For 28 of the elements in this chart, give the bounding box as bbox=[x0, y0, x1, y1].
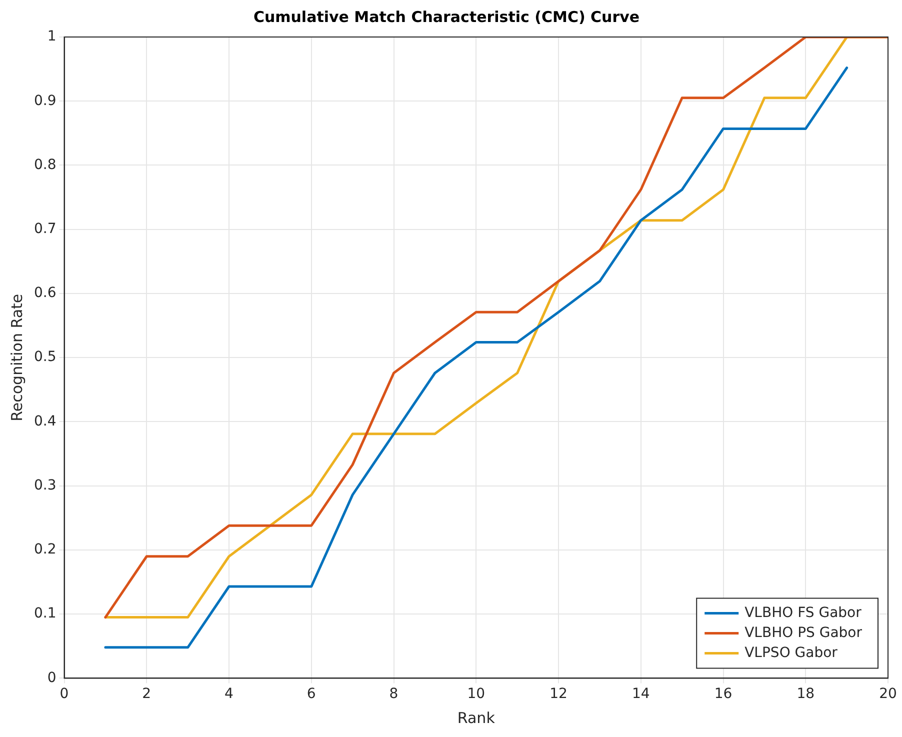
y-tick-label: 0.8 bbox=[34, 156, 56, 173]
y-tick-label: 0 bbox=[47, 670, 56, 686]
y-tick-label: 0.7 bbox=[34, 221, 56, 237]
x-tick-label: 2 bbox=[142, 686, 152, 702]
y-axis-title: Recognition Rate bbox=[8, 294, 26, 422]
x-tick-label: 4 bbox=[224, 686, 234, 702]
y-tick-label: 0.1 bbox=[34, 606, 56, 622]
y-tick-label: 1 bbox=[47, 28, 56, 45]
legend-label: VLBHO FS Gabor bbox=[744, 604, 862, 621]
x-tick-label: 14 bbox=[632, 686, 650, 702]
y-tick-label: 0.4 bbox=[34, 413, 56, 430]
legend-label: VLPSO Gabor bbox=[744, 644, 838, 661]
x-tick-label: 0 bbox=[60, 686, 69, 702]
x-tick-label: 20 bbox=[879, 686, 897, 702]
x-tick-label: 10 bbox=[467, 686, 486, 702]
x-tick-label: 8 bbox=[389, 686, 398, 702]
x-tick-label: 16 bbox=[714, 686, 732, 702]
x-tick-label: 12 bbox=[550, 686, 568, 702]
y-tick-label: 0.9 bbox=[34, 92, 56, 109]
y-tick-label: 0.2 bbox=[34, 542, 56, 558]
y-tick-label: 0.3 bbox=[34, 477, 56, 494]
x-tick-label: 6 bbox=[306, 686, 316, 702]
y-tick-label: 0.6 bbox=[34, 285, 56, 302]
chart-title: Cumulative Match Characteristic (CMC) Curve bbox=[253, 8, 640, 26]
y-tick-label: 0.5 bbox=[34, 349, 56, 366]
legend-label: VLBHO PS Gabor bbox=[744, 624, 862, 641]
x-tick-label: 18 bbox=[796, 686, 815, 702]
x-axis-title: Rank bbox=[457, 708, 496, 727]
